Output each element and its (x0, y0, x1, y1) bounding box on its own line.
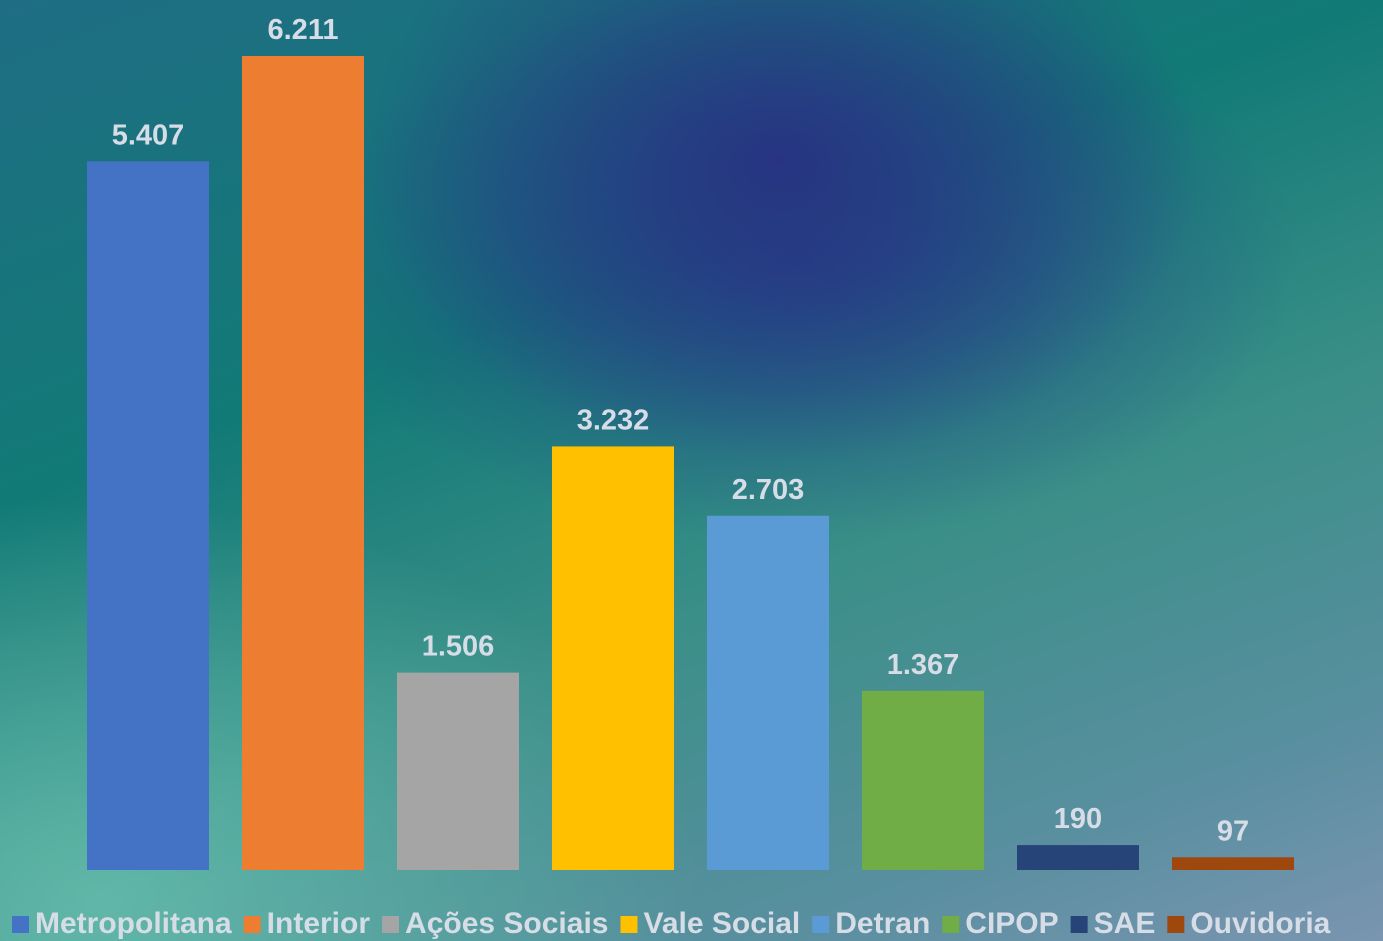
legend-label: CIPOP (965, 907, 1058, 940)
legend-label: Metropolitana (35, 907, 232, 940)
legend-label: SAE (1094, 907, 1156, 940)
legend-label: Detran (835, 907, 930, 940)
value-label: 6.211 (268, 14, 339, 46)
bar (397, 672, 519, 870)
legend-swatch (1070, 916, 1088, 933)
bar (1017, 845, 1139, 870)
value-label: 3.232 (577, 404, 650, 436)
bar (242, 56, 364, 870)
legend-swatch (1167, 916, 1185, 933)
legend-swatch (243, 916, 261, 933)
bar (862, 690, 984, 870)
legend-label: Ouvidoria (1190, 907, 1330, 940)
legend-label: Interior (267, 907, 371, 940)
legend-label: Vale Social (643, 907, 800, 940)
value-label: 5.407 (112, 119, 185, 151)
value-label: 1.506 (422, 631, 495, 663)
legend-swatch (942, 916, 960, 933)
bar (87, 161, 209, 870)
value-label: 2.703 (732, 474, 805, 506)
legend-swatch (382, 916, 400, 933)
legend-swatch (12, 916, 29, 933)
value-label: 190 (1054, 803, 1102, 835)
legend-swatch (812, 916, 830, 933)
legend-swatch (620, 916, 638, 933)
bar (552, 446, 674, 870)
bar (1172, 857, 1294, 870)
value-label: 1.367 (887, 649, 960, 681)
value-label: 97 (1217, 815, 1249, 847)
legend-label: Ações Sociais (405, 907, 608, 940)
bar (707, 515, 829, 870)
